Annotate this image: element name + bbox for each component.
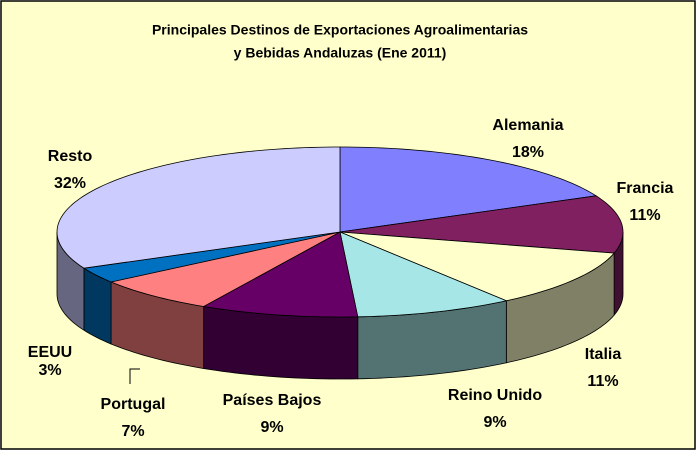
value-label: 11%: [629, 207, 660, 224]
value-label: 32%: [54, 175, 86, 192]
slice: [82, 231, 341, 283]
slice-label: EEUU: [28, 344, 72, 361]
slice: [109, 231, 341, 307]
slice: [339, 146, 598, 233]
slice: [339, 231, 615, 302]
slice-label: Francia: [617, 180, 674, 197]
slice-label: Alemania: [492, 117, 563, 134]
slice: [339, 195, 624, 254]
slice: [339, 231, 508, 318]
chart-title: Principales Destinos de Exportaciones Ag…: [152, 22, 528, 38]
slice: [202, 231, 359, 318]
slice-label: Reino Unido: [448, 387, 542, 404]
value-label: 3%: [38, 362, 61, 379]
value-label: 18%: [512, 144, 544, 161]
slice-label: Países Bajos: [223, 392, 322, 409]
slice-label: Portugal: [101, 396, 166, 413]
slice-label: Resto: [48, 148, 93, 165]
value-label: 11%: [587, 373, 618, 390]
chart-title: y Bebidas Andaluzas (Ene 2011): [234, 45, 447, 61]
slice: [56, 146, 341, 269]
slice-label: Italia: [585, 346, 622, 363]
value-label: 7%: [121, 423, 144, 440]
leader-line: [129, 368, 140, 384]
value-label: 9%: [483, 414, 506, 431]
value-label: 9%: [260, 419, 283, 436]
